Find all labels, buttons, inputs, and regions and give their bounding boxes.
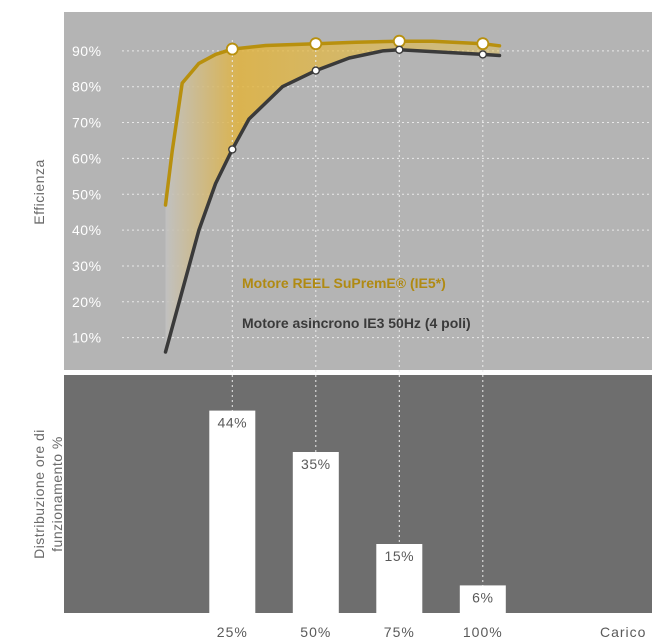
x-tick-25%: 25%	[217, 624, 248, 640]
line-reel	[163, 39, 502, 207]
bar-label-75%: 15%	[385, 548, 415, 564]
bar-50%	[292, 452, 339, 613]
line-ie3	[163, 48, 502, 354]
x-tick-75%: 75%	[384, 624, 415, 640]
y-tick-80: 80%	[72, 79, 102, 95]
marker-reel-50	[309, 37, 323, 51]
y-tick-70: 70%	[72, 115, 102, 131]
distribution-panel	[64, 375, 652, 613]
y-axis-label-distribution-1: Distribuzione ore di	[31, 429, 47, 559]
y-tick-60: 60%	[72, 150, 102, 166]
legend-reel: Motore REEL SuPremE® (IE5*)	[242, 275, 446, 291]
bar-25%	[209, 410, 256, 613]
y-tick-50: 50%	[72, 186, 102, 202]
y-tick-10: 10%	[72, 330, 102, 346]
y-tick-labels: 10% 20% 30% 40% 50% 60% 70% 80% 90%	[72, 43, 102, 346]
x-tick-50%: 50%	[300, 624, 331, 640]
y-tick-40: 40%	[72, 222, 102, 238]
y-axis-label-efficiency: Efficienza	[31, 159, 47, 224]
marker-reel-25	[225, 42, 239, 56]
load-guides	[231, 40, 484, 613]
distribution-bars: 44% 35% 15% 6%	[209, 410, 506, 613]
bar-75%	[376, 544, 423, 613]
efficiency-lines	[163, 39, 502, 354]
marker-reel-100	[476, 37, 490, 51]
x-tick-100%: 100%	[463, 624, 503, 640]
x-axis-label: Carico	[600, 624, 646, 640]
marker-ie3-75	[395, 45, 404, 54]
x-tick-labels: 25% 50% 75% 100%	[217, 624, 503, 640]
y-tick-30: 30%	[72, 258, 102, 274]
bar-100%	[459, 585, 506, 613]
marker-ie3-25	[228, 145, 237, 154]
bar-label-100%: 6%	[472, 589, 493, 605]
marker-ie3-50	[311, 66, 320, 75]
marker-reel-75	[392, 34, 406, 48]
bar-label-25%: 44%	[218, 415, 248, 431]
y-tick-20: 20%	[72, 294, 102, 310]
efficiency-panel	[64, 12, 652, 370]
bar-label-50%: 35%	[301, 456, 331, 472]
efficiency-markers	[225, 34, 490, 154]
y-axis-label-distribution-2: funzionamento %	[49, 436, 65, 552]
y-tick-90: 90%	[72, 43, 102, 59]
legend-ie3: Motore asincrono IE3 50Hz (4 poli)	[242, 315, 471, 331]
marker-ie3-100	[478, 50, 487, 59]
